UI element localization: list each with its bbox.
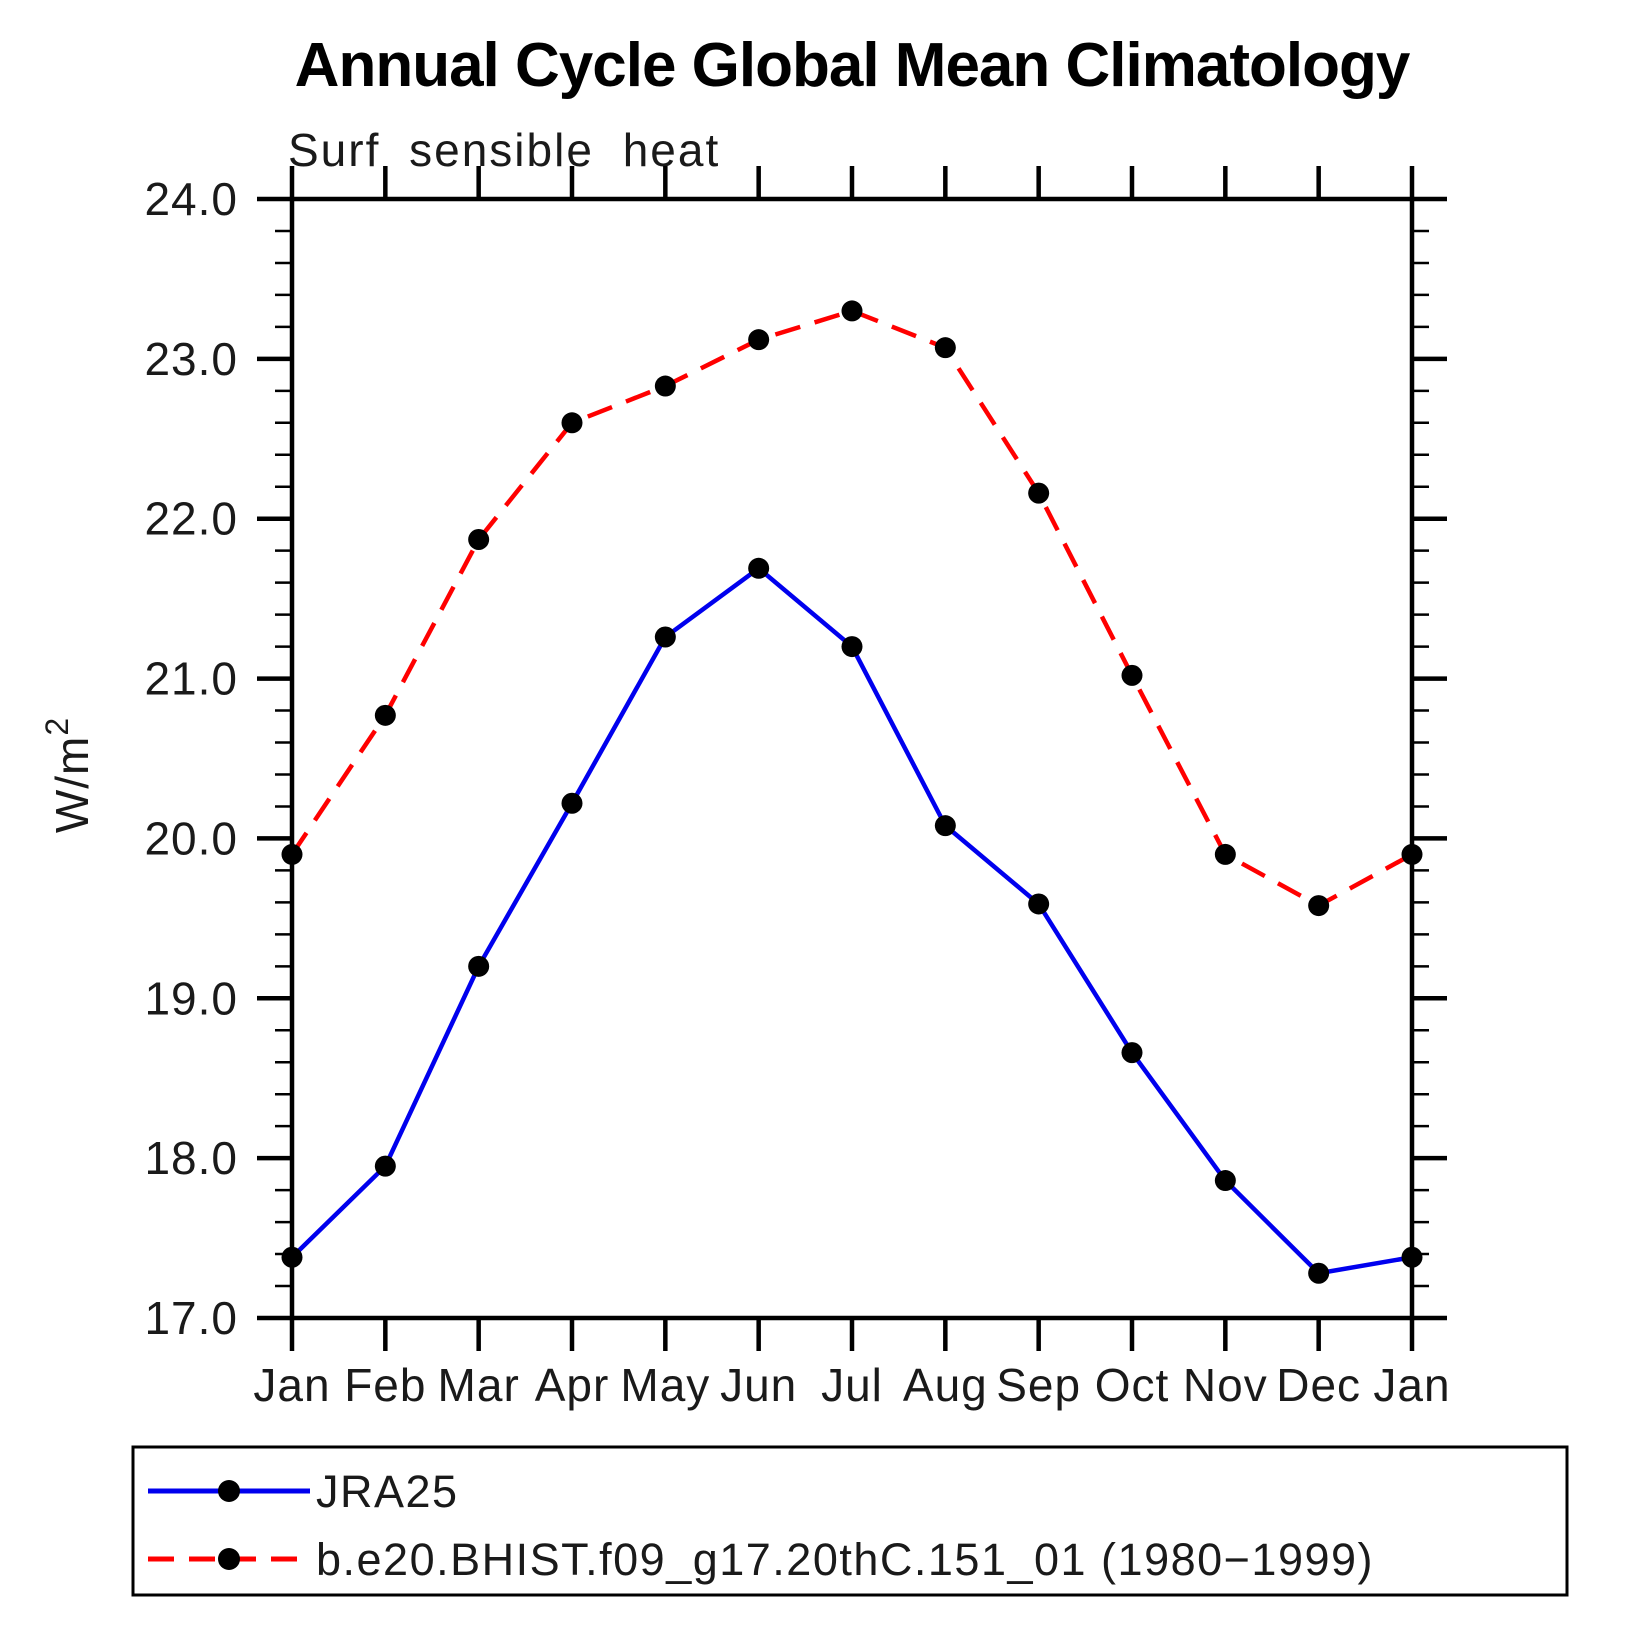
data-point-model-feb-1 <box>374 704 396 726</box>
x-tick-label: Sep <box>996 1359 1081 1411</box>
data-point-jra25-aug-7 <box>934 815 956 837</box>
series-line-model <box>290 308 1414 908</box>
legend-label-model: b.e20.BHIST.f09_g17.20thC.151_01 (1980−1… <box>316 1534 1374 1585</box>
data-point-model-may-4 <box>654 375 676 397</box>
data-point-model-nov-10 <box>1214 843 1236 865</box>
data-point-model-sep-8 <box>1028 482 1050 504</box>
x-tick-label: Feb <box>344 1359 426 1411</box>
x-tick-label: Aug <box>903 1359 988 1411</box>
data-point-jra25-jul-6 <box>841 636 863 658</box>
y-tick-label: 17.0 <box>144 1292 238 1344</box>
data-point-jra25-mar-2 <box>468 955 490 977</box>
legend-box <box>131 1445 1569 1597</box>
y-tick-label: 22.0 <box>144 493 238 545</box>
data-point-jra25-nov-10 <box>1214 1170 1236 1192</box>
data-point-model-aug-7 <box>934 337 956 359</box>
data-point-model-mar-2 <box>468 528 490 550</box>
plot-frame <box>289 196 1415 1321</box>
data-point-model-oct-9 <box>1121 664 1143 686</box>
axis-ticks <box>257 166 1447 1351</box>
x-tick-label: Oct <box>1095 1359 1170 1411</box>
legend-label-jra25: JRA25 <box>316 1466 459 1517</box>
data-point-jra25-may-4 <box>654 626 676 648</box>
x-tick-label: Jul <box>821 1359 883 1411</box>
data-point-model-jul-6 <box>841 300 863 322</box>
legend-marker-dot <box>218 1480 240 1502</box>
data-point-jra25-feb-1 <box>374 1155 396 1177</box>
chart-subtitle: Surf sensible heat <box>288 124 720 176</box>
y-tick-label: 19.0 <box>144 972 238 1024</box>
y-axis-label-exponent: 2 <box>39 717 75 736</box>
x-tick-label: May <box>620 1359 710 1411</box>
data-series <box>281 300 1423 1284</box>
data-point-jra25-oct-9 <box>1121 1042 1143 1064</box>
x-tick-label: Nov <box>1183 1359 1268 1411</box>
x-tick-label: Mar <box>438 1359 520 1411</box>
y-axis-label: W/m2 <box>39 717 98 833</box>
data-point-model-dec-11 <box>1308 895 1330 917</box>
legend-item-model: b.e20.BHIST.f09_g17.20thC.151_01 (1980−1… <box>148 1534 1374 1585</box>
data-point-jra25-dec-11 <box>1308 1262 1330 1284</box>
legend-marker-dot <box>218 1548 240 1570</box>
data-point-model-apr-3 <box>561 412 583 434</box>
legend-item-jra25: JRA25 <box>148 1466 459 1517</box>
data-point-model-jun-5 <box>748 329 770 351</box>
x-tick-label: Jan <box>1373 1359 1450 1411</box>
y-tick-label: 21.0 <box>144 653 238 705</box>
x-tick-label: Jun <box>720 1359 797 1411</box>
chart-title: Annual Cycle Global Mean Climatology <box>295 31 1411 100</box>
y-tick-label: 18.0 <box>144 1132 238 1184</box>
y-tick-label: 23.0 <box>144 333 238 385</box>
x-tick-label: Dec <box>1276 1359 1361 1411</box>
data-point-jra25-jun-5 <box>748 557 770 579</box>
y-axis-label-base: W/m <box>46 736 98 834</box>
x-tick-label: Jan <box>253 1359 330 1411</box>
data-point-jra25-sep-8 <box>1028 893 1050 915</box>
y-tick-label: 20.0 <box>144 812 238 864</box>
series-line-jra25 <box>290 566 1413 1276</box>
x-tick-label: Apr <box>535 1359 610 1411</box>
legend: JRA25 b.e20.BHIST.f09_g17.20thC.151_01 (… <box>131 1445 1569 1597</box>
y-tick-label: 24.0 <box>144 173 238 225</box>
data-point-jra25-apr-3 <box>561 792 583 814</box>
